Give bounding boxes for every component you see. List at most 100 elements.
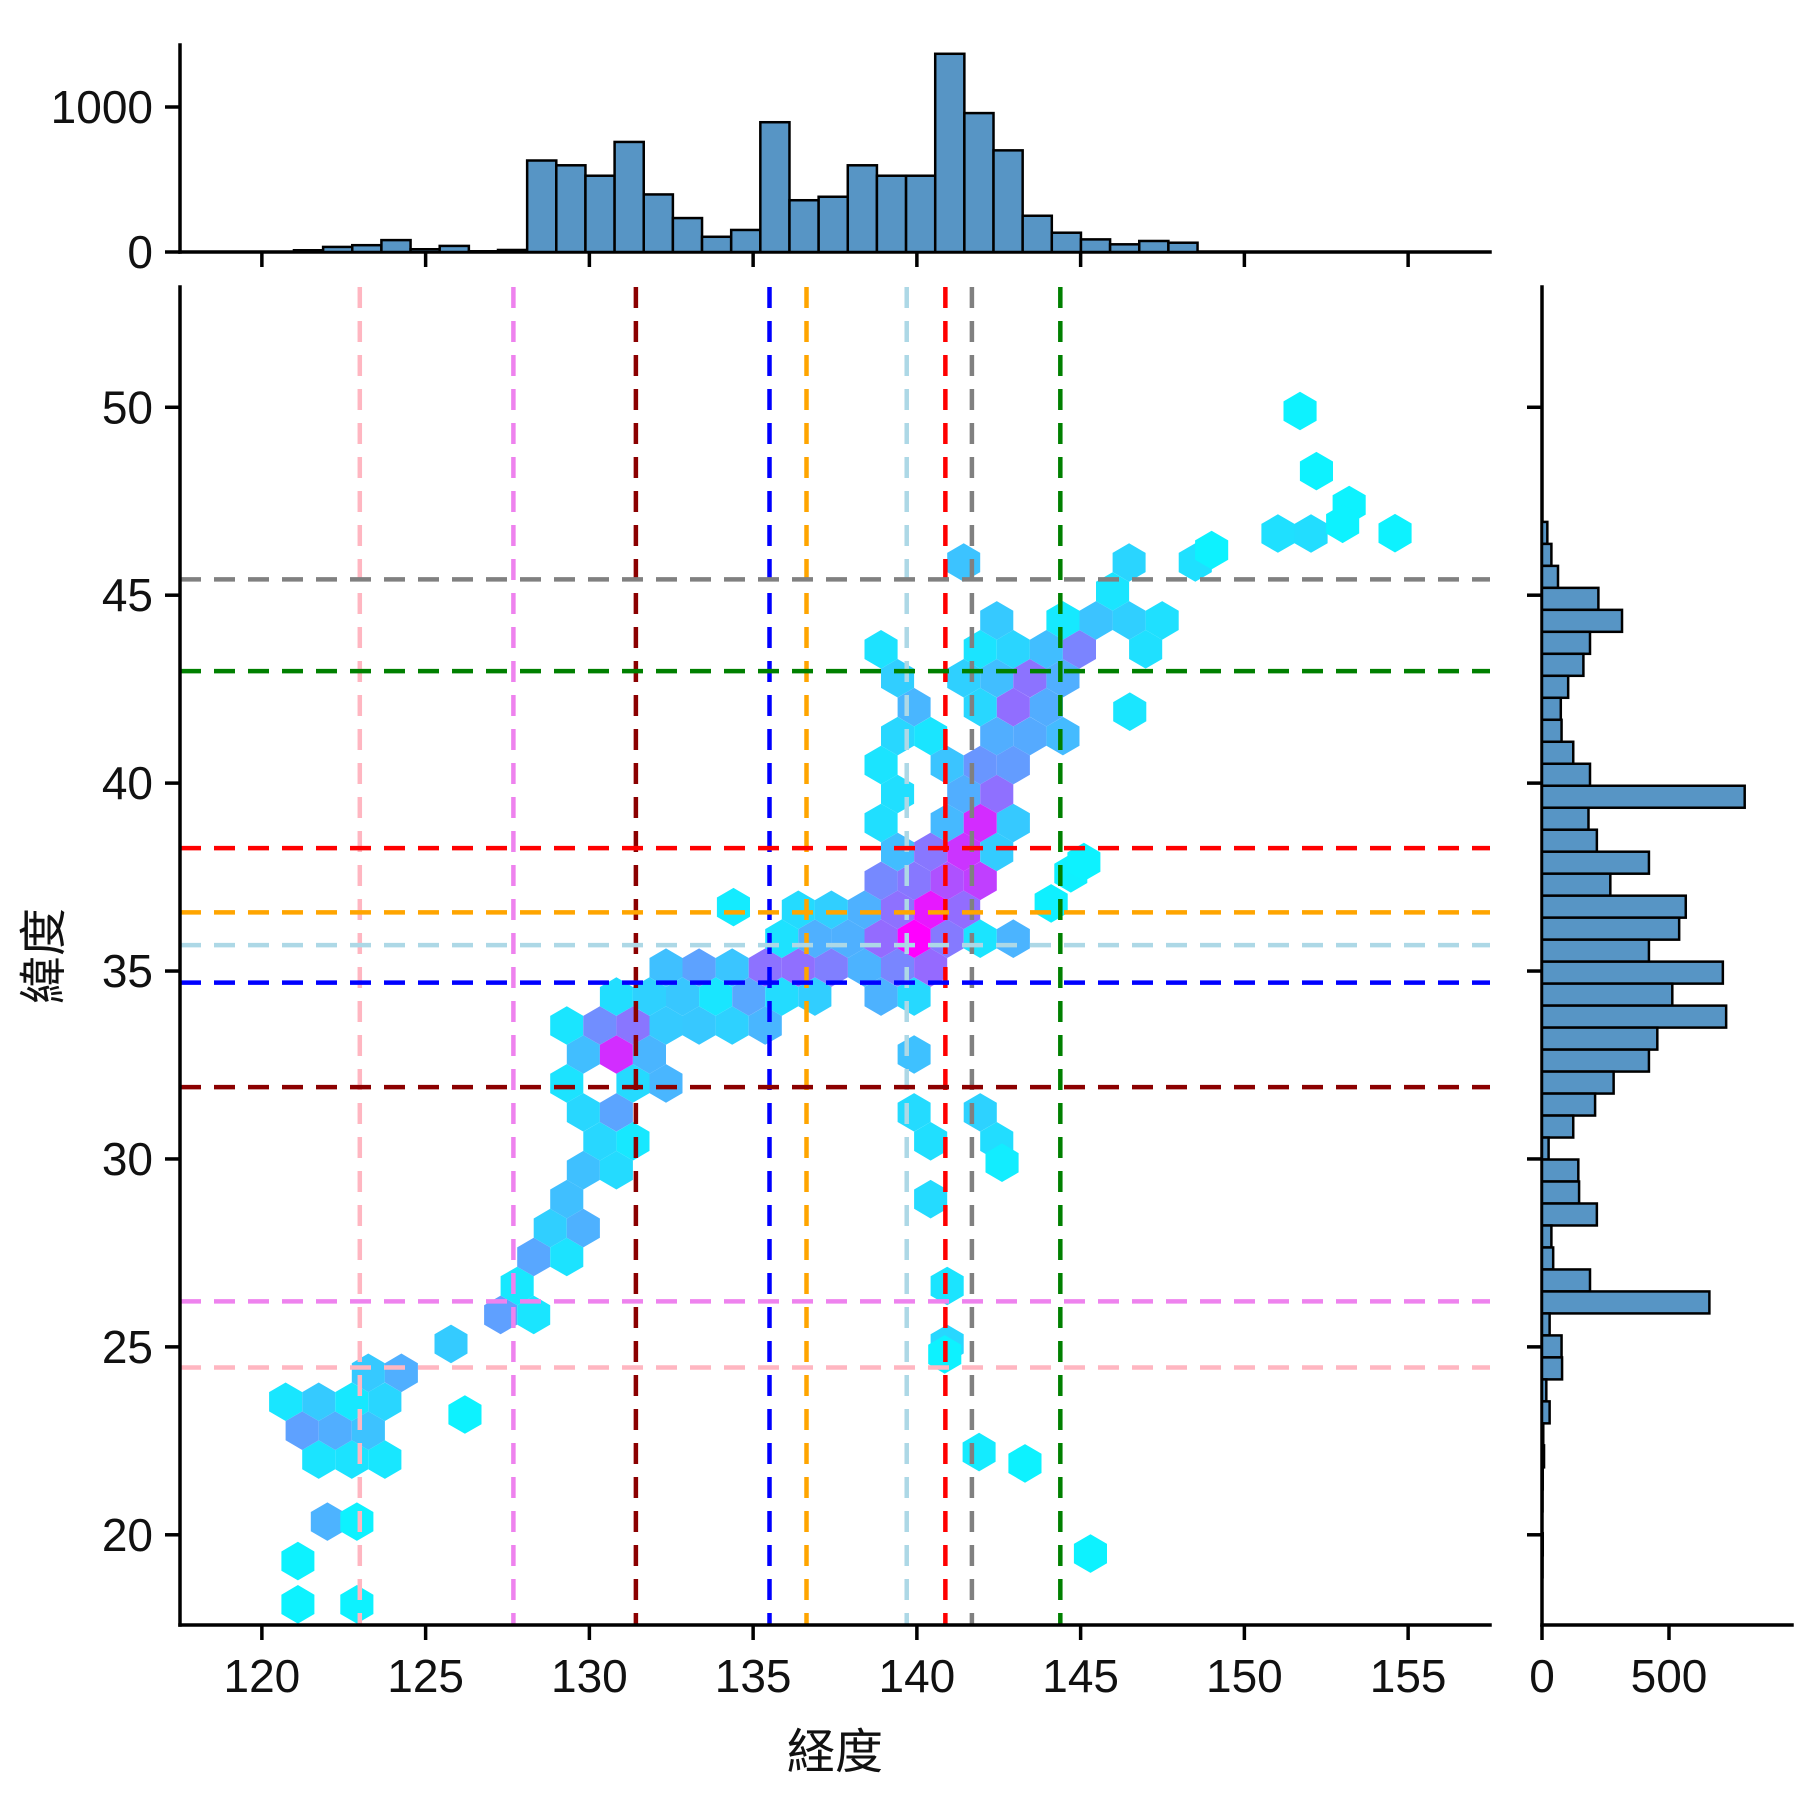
- tick-label: 40: [102, 757, 153, 809]
- histogram-bar: [1167, 241, 1199, 254]
- histogram-bar: [1540, 718, 1563, 744]
- hex-cell: [1034, 884, 1068, 923]
- hex-cell: [500, 1266, 534, 1306]
- hex-cell: [649, 1006, 683, 1045]
- histogram-bar: [1108, 243, 1141, 254]
- histogram-bar: [759, 120, 791, 254]
- histogram-bar: [1540, 608, 1624, 634]
- hex-cell: [550, 1179, 584, 1219]
- histogram-bar: [817, 195, 850, 254]
- hex-cell: [682, 1006, 716, 1045]
- histogram-bar: [1540, 784, 1746, 809]
- histogram-bar: [1540, 1114, 1575, 1139]
- tick-label: 500: [1631, 1650, 1708, 1702]
- hex-cell: [847, 948, 881, 987]
- hex-cell: [281, 1541, 315, 1581]
- histogram-bar: [1540, 806, 1590, 831]
- histogram-bar: [380, 238, 412, 254]
- hex-cell: [550, 1237, 584, 1277]
- tick-label: 120: [224, 1650, 301, 1702]
- hex-cell: [281, 1585, 315, 1624]
- hex-cell: [1378, 513, 1412, 553]
- histogram-bar: [555, 164, 587, 254]
- hex-cell: [1073, 1534, 1107, 1573]
- histogram-bar: [1540, 542, 1553, 568]
- histogram-bar: [1540, 1158, 1580, 1183]
- histogram-bar: [1540, 1070, 1615, 1095]
- hex-cell: [566, 1035, 600, 1074]
- hex-cell: [748, 948, 782, 987]
- hex-cell: [632, 977, 666, 1016]
- hex-cell: [448, 1395, 482, 1434]
- hex-cell: [583, 1122, 617, 1161]
- hex-cell: [566, 1093, 600, 1132]
- hex-cell: [599, 1150, 633, 1190]
- hex-cell: [1013, 716, 1047, 756]
- hex-cell: [1029, 687, 1063, 727]
- histogram-bar: [584, 174, 616, 254]
- hex-cell: [930, 803, 964, 843]
- histogram-bar: [1540, 740, 1575, 766]
- hex-cell: [599, 1093, 633, 1132]
- histogram-bar: [1540, 1554, 1544, 1579]
- histogram-bar: [846, 164, 879, 254]
- hex-cell: [566, 1208, 600, 1248]
- hex-cell: [1112, 543, 1146, 582]
- hex-cell: [996, 745, 1030, 785]
- histogram-bar: [1540, 696, 1563, 722]
- histogram-bar: [1540, 586, 1600, 612]
- hex-cell: [715, 948, 749, 987]
- histogram-bar: [1540, 938, 1651, 963]
- histogram-bar: [321, 245, 354, 254]
- histogram-bar: [1540, 850, 1651, 875]
- histogram-bar: [1540, 1268, 1592, 1293]
- hex-cell: [864, 803, 898, 843]
- hex-cell: [1112, 601, 1146, 640]
- histogram-bar: [1540, 1466, 1545, 1491]
- hex-cell: [599, 1035, 633, 1074]
- histogram-bar: [1540, 1334, 1563, 1359]
- histogram-bar: [1540, 894, 1688, 919]
- histogram-bar: [1137, 239, 1170, 254]
- hex-cell: [831, 919, 865, 958]
- histogram-bar: [1540, 1422, 1545, 1447]
- hex-cell: [1046, 659, 1080, 698]
- histogram-bar: [1540, 960, 1725, 985]
- y-axis-label: 緯度: [18, 908, 71, 1004]
- hex-cell: [914, 716, 948, 756]
- hex-cell: [985, 1143, 1019, 1182]
- hex-cell: [864, 745, 898, 785]
- hex-cell: [715, 1006, 749, 1045]
- hex-cell: [583, 1006, 617, 1045]
- histogram-bar: [1540, 1312, 1551, 1337]
- histogram-bar: [992, 149, 1024, 254]
- hex-cell: [1062, 630, 1096, 669]
- histogram-bar: [351, 243, 383, 254]
- histogram-bar: [1540, 982, 1674, 1007]
- histogram-bar: [933, 52, 966, 254]
- tick-label: 140: [879, 1650, 956, 1702]
- histogram-bar: [1540, 520, 1549, 546]
- hex-cell: [914, 832, 948, 872]
- histogram-bar: [1540, 762, 1592, 787]
- hex-cell: [666, 977, 700, 1016]
- hex-cell: [1129, 630, 1163, 669]
- hex-cell: [368, 1382, 402, 1421]
- histogram-bar: [1079, 238, 1112, 254]
- histogram-bar: [1540, 872, 1612, 897]
- hex-cell: [302, 1440, 336, 1479]
- histogram-bar: [613, 140, 645, 254]
- hex-cell: [897, 1035, 931, 1074]
- hex-cell: [914, 1179, 948, 1219]
- hex-cell: [310, 1502, 344, 1541]
- hex-cell: [550, 1064, 584, 1103]
- histogram-bar: [1540, 1246, 1555, 1271]
- histogram-bar: [700, 235, 733, 254]
- hex-cell: [947, 543, 981, 582]
- hex-cell: [914, 890, 948, 930]
- hex-cell: [1029, 630, 1063, 669]
- tick-label: 1000: [51, 81, 153, 133]
- tick-label: 25: [102, 1321, 153, 1373]
- tick-label: 0: [127, 226, 153, 278]
- histogram-bar: [963, 111, 995, 254]
